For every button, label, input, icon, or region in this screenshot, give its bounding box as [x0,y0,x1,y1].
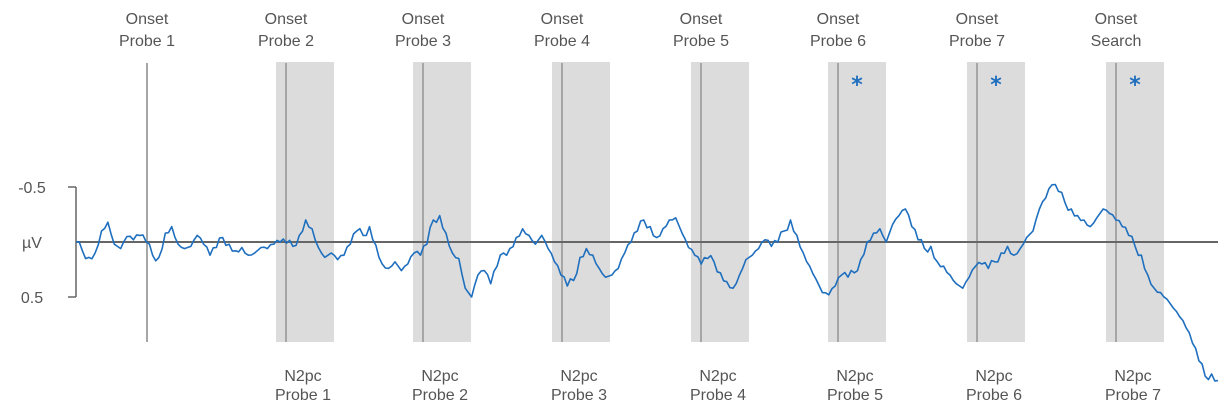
n2pc-label-line1: N2pc [836,368,873,385]
n2pc-label-line1: N2pc [1114,368,1151,385]
n2pc-label-line2: Probe 6 [966,387,1022,404]
n2pc-label-line2: Probe 5 [827,387,883,404]
onset-label-line1: Onset [126,11,169,28]
onset-label-line2: Probe 7 [949,33,1005,50]
onset-label-line1: Onset [956,11,999,28]
labels-layer: N2pc Probe 1 N2pc Probe 2 N2pc Probe 3 N2pc Pro… [119,11,1161,404]
onset-label-line2: Probe 5 [673,33,729,50]
onset-label-line1: Onset [1095,11,1138,28]
onset-label-line1: Onset [541,11,584,28]
significance-star: * [851,73,863,98]
onset-label-line2: Probe 2 [258,33,314,50]
y-axis: -0.5 µV 0.5 [18,180,77,307]
y-tick-label: 0.5 [21,290,43,307]
n2pc-label-line2: Probe 2 [412,387,468,404]
n2pc-label-line1: N2pc [699,368,736,385]
n2pc-window [691,62,749,342]
n2pc-label-line2: Probe 1 [275,387,331,404]
significance-star: * [1129,73,1141,98]
n2pc-label-line1: N2pc [560,368,597,385]
onset-label-line1: Onset [680,11,723,28]
onset-label-line1: Onset [265,11,308,28]
y-tick-label: µV [22,235,42,252]
n2pc-window [552,62,610,342]
y-tick-label: -0.5 [18,180,46,197]
onset-label-line2: Probe 4 [534,33,590,50]
n2pc-label-line2: Probe 4 [690,387,746,404]
onset-label-line2: Probe 3 [395,33,451,50]
n2pc-window [413,62,471,342]
n2pc-label-line2: Probe 7 [1105,387,1161,404]
n2pc-window [967,62,1025,342]
n2pc-window [1106,62,1164,342]
significance-star: * [990,73,1002,98]
onset-label-line2: Probe 1 [119,33,175,50]
n2pc-label-line1: N2pc [284,368,321,385]
onset-label-line2: Probe 6 [810,33,866,50]
n2pc-label-line2: Probe 3 [551,387,607,404]
n2pc-window [276,62,334,342]
onset-markers [146,63,1117,342]
n2pc-windows [276,62,1164,342]
series-layer [75,183,1219,382]
n2pc-label-line1: N2pc [421,368,458,385]
n2pc-window [828,62,886,342]
n2pc-label-line1: N2pc [975,368,1012,385]
erp-waveform-line [75,183,1219,382]
onset-label-line1: Onset [402,11,445,28]
onset-label-line1: Onset [817,11,860,28]
onset-label-line2: Search [1091,33,1142,50]
